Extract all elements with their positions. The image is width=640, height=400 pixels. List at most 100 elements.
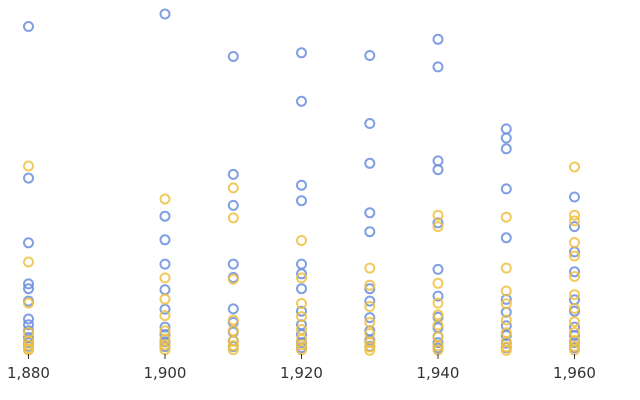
data-point xyxy=(364,262,376,274)
data-point xyxy=(227,344,239,356)
x-tick-label: 1,900 xyxy=(144,364,187,382)
data-point xyxy=(569,289,580,301)
data-point xyxy=(569,271,580,282)
data-point xyxy=(432,309,444,321)
data-point xyxy=(23,237,34,249)
data-point xyxy=(569,221,580,233)
plot-area xyxy=(23,8,580,356)
data-point xyxy=(296,305,307,317)
data-point xyxy=(500,123,512,135)
data-point xyxy=(23,172,34,184)
data-point xyxy=(159,193,171,205)
x-tick-label: 1,920 xyxy=(280,364,323,382)
data-point xyxy=(23,278,34,290)
data-point xyxy=(23,160,34,172)
data-point xyxy=(569,250,580,262)
data-point xyxy=(500,298,512,310)
data-point xyxy=(432,331,444,343)
data-point xyxy=(296,333,307,345)
data-point xyxy=(23,313,34,325)
data-point xyxy=(159,8,171,20)
data-point xyxy=(432,209,444,221)
data-point xyxy=(500,314,512,326)
data-point xyxy=(500,232,512,244)
data-point xyxy=(23,339,34,351)
data-point xyxy=(364,316,376,328)
data-point xyxy=(432,221,444,233)
data-point xyxy=(500,143,512,155)
data-point xyxy=(227,258,239,270)
data-point xyxy=(296,272,307,284)
data-point xyxy=(159,310,171,322)
data-point xyxy=(296,235,307,246)
data-point xyxy=(432,164,444,176)
data-point xyxy=(432,263,444,275)
data-point xyxy=(159,321,171,333)
data-point xyxy=(569,237,580,248)
data-point xyxy=(159,303,171,315)
data-point xyxy=(296,283,307,295)
data-point xyxy=(227,273,239,285)
data-point xyxy=(296,179,307,191)
data-point xyxy=(296,258,307,270)
data-point xyxy=(296,339,307,351)
data-point xyxy=(227,182,239,194)
data-point xyxy=(432,155,444,167)
data-point xyxy=(569,161,580,173)
data-point xyxy=(159,210,171,222)
data-point xyxy=(569,191,580,203)
data-point xyxy=(227,168,239,180)
data-point xyxy=(159,258,171,270)
data-point xyxy=(432,297,444,309)
data-point xyxy=(569,215,580,227)
data-point xyxy=(364,283,376,295)
data-point xyxy=(23,283,34,295)
data-point xyxy=(432,33,444,45)
data-point xyxy=(296,268,307,280)
data-point xyxy=(569,340,580,352)
data-point xyxy=(23,319,34,331)
data-point xyxy=(500,285,512,297)
data-point xyxy=(159,234,171,246)
data-point xyxy=(227,303,239,315)
data-point xyxy=(364,157,376,169)
data-point xyxy=(432,319,444,331)
data-point xyxy=(364,279,376,291)
data-point xyxy=(500,132,512,144)
data-point xyxy=(296,195,307,207)
data-point xyxy=(432,340,444,352)
data-point xyxy=(364,50,376,61)
data-point xyxy=(227,340,239,352)
data-point xyxy=(23,297,34,309)
data-point xyxy=(432,217,444,229)
data-point xyxy=(500,341,512,353)
data-point xyxy=(364,341,376,353)
data-point xyxy=(296,47,307,59)
data-point xyxy=(23,256,34,268)
data-point xyxy=(227,314,239,326)
data-point xyxy=(432,290,444,302)
data-point xyxy=(364,344,376,356)
data-point xyxy=(227,212,239,224)
data-point xyxy=(296,311,307,323)
data-point xyxy=(23,21,34,32)
data-point xyxy=(296,298,307,309)
data-point xyxy=(159,272,171,284)
data-point xyxy=(364,118,376,129)
data-point xyxy=(364,312,376,324)
data-point xyxy=(159,333,171,345)
data-point xyxy=(569,209,580,221)
data-point xyxy=(500,262,512,274)
data-point xyxy=(569,266,580,278)
data-point xyxy=(364,295,376,307)
data-point xyxy=(296,95,307,107)
data-point xyxy=(569,316,580,328)
x-tick-label: 1,960 xyxy=(553,364,596,382)
data-point xyxy=(364,301,376,312)
data-point xyxy=(159,284,171,296)
data-point xyxy=(159,293,171,305)
data-point xyxy=(500,211,512,223)
data-point xyxy=(227,199,239,211)
data-point xyxy=(227,51,239,62)
